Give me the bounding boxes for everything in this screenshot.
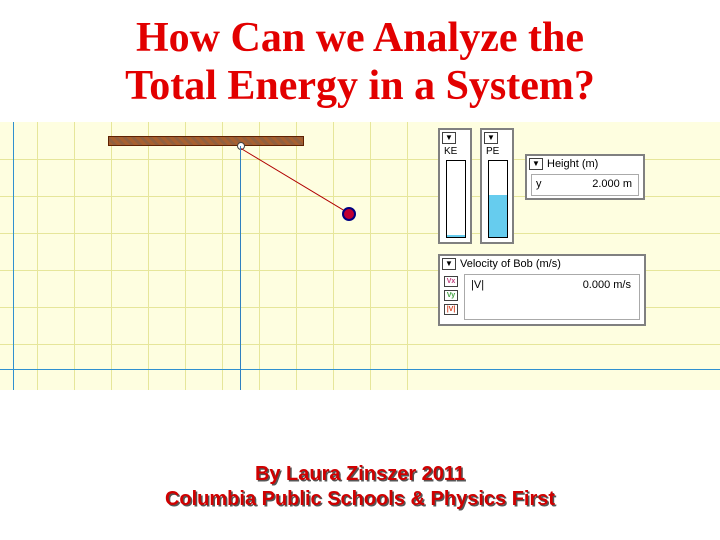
- grid-line: [0, 233, 720, 234]
- slide-title: How Can we Analyze the Total Energy in a…: [0, 0, 720, 111]
- velocity-title: Velocity of Bob (m/s): [460, 258, 561, 270]
- pendulum-beam: [108, 136, 304, 146]
- simulation-panel: ▼ KE ▼ PE ▼ Height (m) y 2.000 m ▼ Veloc…: [0, 122, 720, 390]
- pe-bar-fill: [489, 195, 507, 237]
- vy-button[interactable]: Vy: [444, 290, 458, 301]
- pe-panel: ▼ PE: [480, 128, 514, 244]
- pe-dropdown-icon[interactable]: ▼: [484, 132, 498, 144]
- velocity-value: 0.000 m/s: [583, 279, 631, 291]
- pivot-guide-line: [240, 146, 241, 390]
- grid-line: [407, 122, 408, 390]
- ke-dropdown-icon[interactable]: ▼: [442, 132, 456, 144]
- chevron-down-icon: ▼: [532, 159, 540, 168]
- grid-line: [370, 122, 371, 390]
- chevron-down-icon: ▼: [445, 259, 453, 268]
- grid-line: [74, 122, 75, 390]
- grid-line: [296, 122, 297, 390]
- ke-bar-fill: [447, 235, 465, 237]
- height-row-label: y: [536, 178, 542, 190]
- x-axis: [0, 369, 720, 370]
- y-axis: [13, 122, 14, 390]
- velocity-row-label: |V|: [471, 279, 484, 291]
- grid-line: [111, 122, 112, 390]
- grid-line: [222, 122, 223, 390]
- ke-bar-box: [446, 160, 466, 238]
- title-line-2: Total Energy in a System?: [125, 63, 595, 109]
- velocity-dropdown-icon[interactable]: ▼: [442, 258, 456, 270]
- height-value: 2.000 m: [592, 178, 632, 190]
- title-line-1: How Can we Analyze the: [136, 15, 584, 61]
- ke-panel: ▼ KE: [438, 128, 472, 244]
- grid-line: [259, 122, 260, 390]
- height-title: Height (m): [547, 158, 598, 170]
- pendulum-bob[interactable]: [342, 207, 356, 221]
- grid-line: [37, 122, 38, 390]
- pe-bar-box: [488, 160, 508, 238]
- grid-line: [148, 122, 149, 390]
- grid-line: [333, 122, 334, 390]
- vx-button[interactable]: Vx: [444, 276, 458, 287]
- chevron-down-icon: ▼: [487, 133, 495, 142]
- byline-line-1: By Laura Zinszer 2011: [255, 463, 465, 485]
- byline-line-2: Columbia Public Schools & Physics First: [165, 488, 555, 510]
- vmag-button[interactable]: |V|: [444, 304, 458, 315]
- grid-line: [0, 344, 720, 345]
- ke-label: KE: [444, 146, 457, 157]
- chevron-down-icon: ▼: [445, 133, 453, 142]
- velocity-panel: ▼ Velocity of Bob (m/s) Vx Vy |V| |V| 0.…: [438, 254, 646, 326]
- height-panel: ▼ Height (m) y 2.000 m: [525, 154, 645, 200]
- pe-label: PE: [486, 146, 499, 157]
- byline: By Laura Zinszer 2011 Columbia Public Sc…: [0, 462, 720, 512]
- grid-line: [185, 122, 186, 390]
- height-dropdown-icon[interactable]: ▼: [529, 158, 543, 170]
